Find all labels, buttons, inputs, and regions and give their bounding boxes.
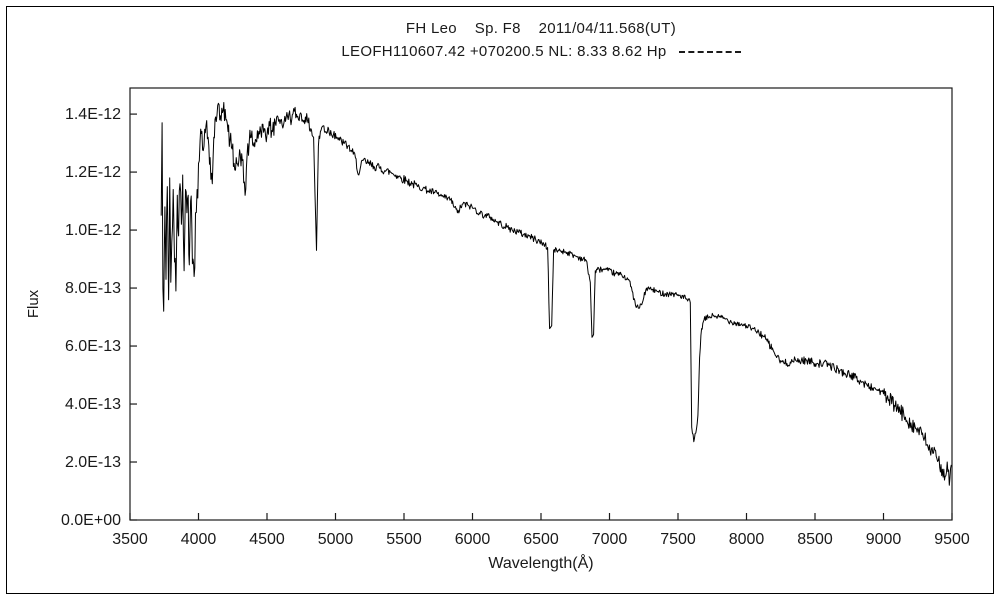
x-tick-label: 5000: [318, 531, 354, 548]
x-tick-label: 7500: [660, 531, 696, 548]
chart-header: FH Leo Sp. F8 2011/04/11.568(UT) LEOFH11…: [130, 20, 952, 60]
x-tick-label: 8500: [797, 531, 833, 548]
spectrum-line-style-dashes-icon: [678, 50, 741, 53]
x-tick-label: 6000: [455, 531, 491, 548]
chart-title: FH Leo Sp. F8 2011/04/11.568(UT): [405, 20, 677, 37]
y-axis-label: Flux: [25, 289, 42, 318]
y-tick-label: 4.0E-13: [65, 396, 121, 413]
x-tick-label: 6500: [523, 531, 559, 548]
x-tick-label: 9500: [934, 531, 970, 548]
y-tick-label: 1.0E-12: [65, 222, 121, 239]
y-tick-label: 8.0E-13: [65, 280, 121, 297]
x-tick-label: 5500: [386, 531, 422, 548]
x-tick-label: 3500: [112, 531, 148, 548]
plot-border: [129, 87, 953, 521]
x-axis-label: Wavelength(Å): [488, 553, 593, 572]
x-tick-label: 7000: [592, 531, 628, 548]
x-tick-label: 9000: [866, 531, 902, 548]
y-tick-label: 1.2E-12: [65, 164, 121, 181]
spectrum-line: [160, 102, 952, 486]
x-tick-label: 4500: [249, 531, 285, 548]
chart-subtitle: LEOFH110607.42 +070200.5 NL: 8.33 8.62 H…: [341, 43, 741, 60]
chart-subtitle-text: LEOFH110607.42 +070200.5 NL: 8.33 8.62 H…: [341, 43, 667, 60]
x-tick-label: 4000: [181, 531, 217, 548]
y-tick-label: 1.4E-12: [65, 106, 121, 123]
y-tick-label: 2.0E-13: [65, 454, 121, 471]
y-tick-label: 0.0E+00: [61, 512, 121, 529]
x-tick-label: 8000: [729, 531, 765, 548]
y-tick-label: 6.0E-13: [65, 338, 121, 355]
